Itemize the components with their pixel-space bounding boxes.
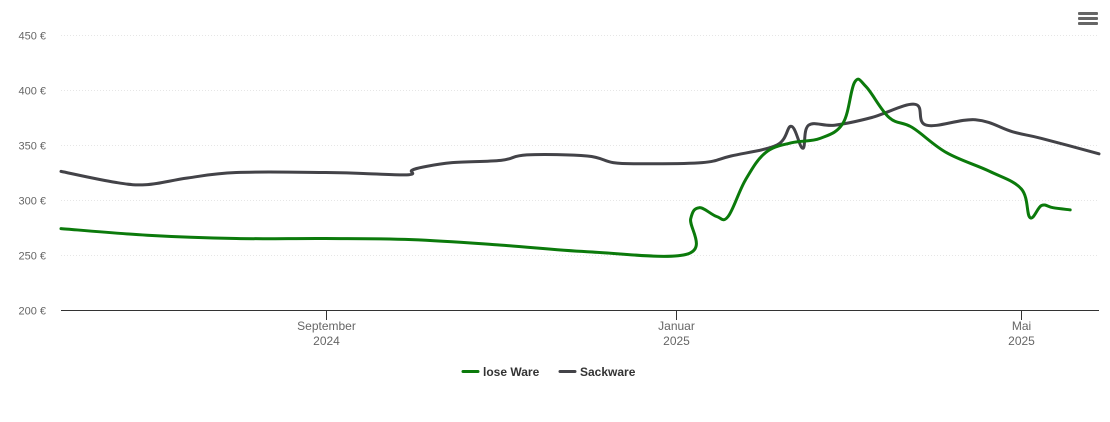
legend: lose Ware Sackware [461, 365, 636, 379]
y-tick-label: 450 € [18, 31, 46, 43]
y-tick-label: 350 € [18, 141, 46, 153]
x-tick-label-year: 2024 [313, 334, 340, 348]
legend-label: Sackware [580, 365, 636, 379]
x-tick-label: Januar [658, 319, 695, 333]
y-axis: 200 € 250 € 300 € 350 € 400 € 450 € [18, 31, 46, 318]
y-tick-label: 250 € [18, 251, 46, 263]
legend-item-sackware[interactable]: Sackware [558, 365, 636, 379]
y-tick-label: 400 € [18, 86, 46, 98]
x-tick-label-year: 2025 [1008, 334, 1035, 348]
hamburger-menu-icon[interactable] [1078, 12, 1098, 30]
legend-label: lose Ware [483, 365, 540, 379]
grid-lines [61, 35, 1099, 256]
series-line-sackware[interactable] [59, 102, 1101, 187]
legend-item-lose-ware[interactable]: lose Ware [461, 365, 540, 379]
x-tick-label: September [297, 319, 356, 333]
series-line-lose-ware[interactable] [59, 77, 1072, 258]
x-tick-label: Mai [1012, 319, 1031, 333]
y-tick-label: 200 € [18, 306, 46, 318]
y-tick-label: 300 € [18, 196, 46, 208]
series-group [59, 77, 1101, 258]
x-tick-label-year: 2025 [663, 334, 690, 348]
